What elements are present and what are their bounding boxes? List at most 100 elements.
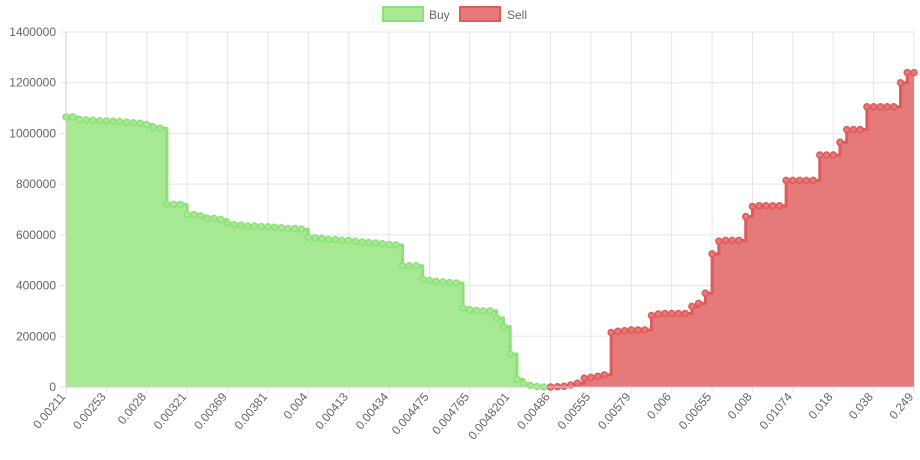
data-point-buy[interactable] (68, 113, 77, 121)
data-point-buy[interactable] (398, 262, 407, 270)
data-point-buy[interactable] (149, 123, 158, 131)
data-point-buy[interactable] (533, 382, 541, 391)
data-point-sell[interactable] (755, 201, 763, 210)
data-point-sell[interactable] (674, 309, 683, 318)
data-point-sell[interactable] (802, 176, 811, 185)
data-point-buy[interactable] (250, 222, 259, 230)
legend-label-buy[interactable]: Buy (429, 8, 450, 22)
data-point-sell[interactable] (587, 373, 595, 382)
data-point-sell[interactable] (748, 202, 757, 211)
data-point-sell[interactable] (795, 176, 804, 185)
data-point-sell[interactable] (782, 176, 790, 185)
data-point-sell[interactable] (607, 328, 615, 337)
data-point-buy[interactable] (257, 222, 265, 231)
data-point-buy[interactable] (351, 237, 360, 245)
data-point-buy[interactable] (392, 241, 400, 249)
data-point-buy[interactable] (95, 117, 104, 125)
data-point-buy[interactable] (479, 307, 488, 315)
data-point-sell[interactable] (910, 68, 918, 77)
data-point-sell[interactable] (600, 371, 609, 379)
data-point-sell[interactable] (842, 125, 851, 134)
data-point-sell[interactable] (856, 125, 864, 134)
data-point-buy[interactable] (344, 236, 353, 245)
data-point-buy[interactable] (466, 305, 474, 314)
data-point-buy[interactable] (183, 210, 191, 219)
data-point-buy[interactable] (217, 215, 225, 224)
data-point-sell[interactable] (634, 326, 642, 334)
data-point-sell[interactable] (715, 237, 723, 245)
data-point-sell[interactable] (694, 299, 703, 308)
data-point-sell[interactable] (627, 326, 636, 334)
data-point-buy[interactable] (418, 275, 427, 283)
data-point-buy[interactable] (526, 381, 535, 390)
data-point-sell[interactable] (896, 78, 905, 87)
data-point-sell[interactable] (593, 372, 602, 381)
data-point-sell[interactable] (903, 68, 912, 77)
data-point-buy[interactable] (203, 214, 212, 223)
data-point-buy[interactable] (143, 120, 151, 129)
data-point-sell[interactable] (661, 309, 669, 318)
data-point-buy[interactable] (129, 119, 138, 127)
legend-swatch-buy[interactable] (382, 6, 424, 22)
data-point-buy[interactable] (311, 234, 319, 242)
data-point-buy[interactable] (136, 119, 144, 128)
data-point-buy[interactable] (270, 223, 279, 231)
data-point-sell[interactable] (681, 309, 689, 318)
data-point-buy[interactable] (264, 222, 272, 231)
data-point-buy[interactable] (304, 233, 313, 242)
data-point-buy[interactable] (223, 219, 232, 228)
data-point-buy[interactable] (371, 239, 380, 247)
data-point-buy[interactable] (230, 220, 239, 229)
data-point-buy[interactable] (297, 225, 306, 234)
data-point-sell[interactable] (789, 176, 797, 185)
data-point-buy[interactable] (82, 116, 90, 124)
data-point-sell[interactable] (775, 201, 784, 210)
data-point-buy[interactable] (439, 278, 447, 286)
data-point-buy[interactable] (196, 212, 205, 220)
data-point-sell[interactable] (822, 151, 831, 159)
data-point-buy[interactable] (385, 240, 393, 249)
data-point-sell[interactable] (654, 310, 663, 318)
data-point-sell[interactable] (560, 382, 568, 390)
data-point-buy[interactable] (75, 115, 84, 124)
data-point-buy[interactable] (459, 304, 467, 312)
data-point-buy[interactable] (284, 224, 292, 233)
data-point-buy[interactable] (492, 314, 501, 322)
data-point-sell[interactable] (829, 151, 837, 159)
data-point-buy[interactable] (412, 262, 420, 270)
data-point-buy[interactable] (365, 238, 373, 247)
data-point-buy[interactable] (405, 262, 413, 270)
data-point-buy[interactable] (506, 350, 514, 358)
data-point-buy[interactable] (176, 200, 185, 209)
data-point-buy[interactable] (425, 276, 434, 285)
data-point-sell[interactable] (688, 302, 696, 311)
data-point-buy[interactable] (513, 375, 521, 384)
data-point-sell[interactable] (708, 250, 716, 258)
data-point-sell[interactable] (701, 289, 710, 297)
data-point-sell[interactable] (735, 236, 743, 245)
data-point-sell[interactable] (768, 201, 777, 210)
data-point-sell[interactable] (836, 138, 844, 147)
data-point-buy[interactable] (169, 200, 178, 209)
data-point-buy[interactable] (519, 380, 528, 388)
data-point-sell[interactable] (614, 327, 622, 335)
data-point-buy[interactable] (317, 234, 326, 243)
data-point-sell[interactable] (728, 236, 737, 245)
data-point-buy[interactable] (378, 239, 387, 248)
data-point-buy[interactable] (277, 224, 286, 232)
data-point-buy[interactable] (109, 117, 117, 126)
data-point-sell[interactable] (883, 103, 891, 111)
data-point-buy[interactable] (237, 221, 245, 229)
data-point-buy[interactable] (89, 116, 97, 124)
data-point-buy[interactable] (190, 210, 198, 219)
data-point-sell[interactable] (567, 381, 575, 389)
data-point-buy[interactable] (452, 279, 461, 287)
data-point-sell[interactable] (641, 326, 649, 334)
data-point-buy[interactable] (338, 236, 346, 245)
data-point-sell[interactable] (876, 103, 885, 111)
data-point-sell[interactable] (620, 326, 629, 335)
data-point-sell[interactable] (762, 201, 770, 210)
data-point-buy[interactable] (243, 222, 252, 230)
data-point-sell[interactable] (667, 309, 676, 318)
legend-label-sell[interactable]: Sell (507, 8, 527, 22)
